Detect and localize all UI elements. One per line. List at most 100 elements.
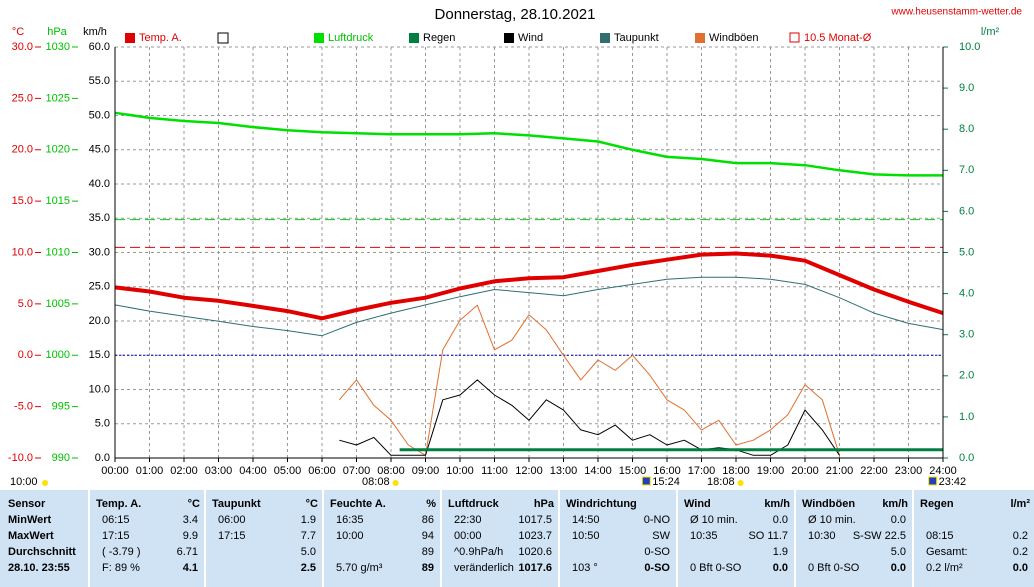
cell-value: 2.5 xyxy=(300,562,316,574)
sun-marker xyxy=(392,480,399,486)
y-tick-label: 10.0 xyxy=(89,383,110,395)
y-tick-label: 25.0 xyxy=(89,281,110,293)
cell-text: 00:00 xyxy=(454,530,482,542)
x-tick-label: 24:00 xyxy=(929,465,957,477)
cell-text: 10:00 xyxy=(336,530,364,542)
cell-value: 0.0 xyxy=(890,562,906,574)
cell-text: 103 ° xyxy=(572,562,598,574)
y2-tick-label: 6.0 xyxy=(959,205,974,217)
y-tick-label: 20.0 xyxy=(12,144,33,156)
legend-swatch xyxy=(504,33,514,43)
y-tick-label: 1000 xyxy=(46,349,70,361)
y-tick-label: 995 xyxy=(52,401,70,413)
sun-marker xyxy=(737,480,744,486)
series-line xyxy=(114,111,943,177)
cell-value: 0.0 xyxy=(772,562,788,574)
y2-tick-label: 0.0 xyxy=(959,452,974,464)
cell-value: SO 11.7 xyxy=(748,530,788,542)
series-line xyxy=(114,276,944,337)
cell-value: 5.0 xyxy=(300,546,316,558)
column-header: °C xyxy=(187,498,200,510)
cell-value: 89 xyxy=(421,546,434,558)
marker-label: 15:24 xyxy=(652,476,680,488)
table-column: Windböen km/h Ø 10 min. 0.0 10:30 S-SW 22.5 5.… xyxy=(794,490,914,587)
legend-swatch xyxy=(125,33,135,43)
cell-value: 5.0 xyxy=(890,546,906,558)
cell-text: 08:15 xyxy=(926,530,954,542)
y-tick-label: 30.0 xyxy=(89,246,110,258)
x-tick-label: 05:00 xyxy=(274,465,302,477)
cell-value: 1020.6 xyxy=(518,546,552,558)
table-column: Wind km/h Ø 10 min. 0.0 10:35 SO 11.7 1.9 0 Bft… xyxy=(676,490,796,587)
x-tick-label: 09:00 xyxy=(412,465,440,477)
x-tick-label: 13:00 xyxy=(550,465,578,477)
table-column: Feuchte A.% 16:35 86 10:00 94 89 5.70 g/m³ 89 xyxy=(322,490,442,587)
y2-tick-label: 2.0 xyxy=(959,370,974,382)
table-column: Luftdruck hPa 22:30 1017.5 00:00 1023.7 ^0.9hP… xyxy=(440,490,560,587)
legend-swatch xyxy=(409,33,419,43)
y-tick-label: 60.0 xyxy=(89,41,110,53)
y2-tick-label: 5.0 xyxy=(959,246,974,258)
moon-marker xyxy=(641,476,651,486)
cell-text: 06:15 xyxy=(102,514,130,526)
series-line xyxy=(338,304,840,456)
y-tick-label: 50.0 xyxy=(89,109,110,121)
cell-text: ( -3.79 ) xyxy=(102,546,141,558)
cell-text: 10:30 xyxy=(808,530,836,542)
x-tick-label: 02:00 xyxy=(170,465,198,477)
y-tick-label: 15.0 xyxy=(89,349,110,361)
x-tick-label: 01:00 xyxy=(136,465,164,477)
column-header: Luftdruck xyxy=(448,498,499,510)
legend-empty-box xyxy=(217,32,229,44)
column-header: l/m² xyxy=(1010,498,1030,510)
source: www.heusenstamm-wetter.de xyxy=(890,7,1022,18)
x-tick-label: 14:00 xyxy=(584,465,612,477)
marker-label: 08:08 xyxy=(362,476,390,488)
x-tick-label: 04:00 xyxy=(239,465,267,477)
column-header: Taupunkt xyxy=(212,498,261,510)
y-tick-label: 20.0 xyxy=(89,315,110,327)
sun-icon xyxy=(42,480,48,486)
column-header: km/h xyxy=(764,498,790,510)
cell-value: 3.4 xyxy=(182,514,198,526)
cell-text: 0 Bft 0-SO xyxy=(808,562,860,574)
cell-text: 06:00 xyxy=(218,514,246,526)
x-tick-label: 00:00 xyxy=(101,465,129,477)
y-tick-label: 45.0 xyxy=(89,144,110,156)
y-tick-label: 0.0 xyxy=(95,452,110,464)
y-tick-label: 5.0 xyxy=(95,418,110,430)
legend-swatch xyxy=(789,32,800,43)
y-tick-label: 1025 xyxy=(46,92,70,104)
cell-text: 0 Bft 0-SO xyxy=(690,562,742,574)
y2-tick-label: 10.0 xyxy=(959,41,980,53)
y-tick-label: -5.0 xyxy=(14,401,33,413)
series-line xyxy=(339,379,840,456)
y-tick-label: 990 xyxy=(52,452,70,464)
legend-swatch xyxy=(314,33,324,43)
x-tick-label: 21:00 xyxy=(826,465,854,477)
cell-value: 0.2 xyxy=(1012,530,1028,542)
legend-label: Regen xyxy=(423,32,455,44)
cell-text: 5.70 g/m³ xyxy=(336,562,383,574)
legend-label: Wind xyxy=(518,32,543,44)
cell-text: 17:15 xyxy=(102,530,130,542)
row-label: Sensor xyxy=(8,498,46,510)
column-header: % xyxy=(426,498,436,510)
legend-label: Windböen xyxy=(709,32,759,44)
cell-value: S-SW 22.5 xyxy=(852,530,906,542)
y2-tick-label: 4.0 xyxy=(959,288,974,300)
y-axis-label: °C xyxy=(12,26,24,38)
column-header: Windböen xyxy=(802,498,856,510)
marker-label: 18:08 xyxy=(707,476,735,488)
cell-value: 86 xyxy=(421,514,434,526)
cell-value: 1.9 xyxy=(300,514,316,526)
y-tick-label: 5.0 xyxy=(18,298,33,310)
y-axis-label: hPa xyxy=(47,26,67,38)
x-tick-label: 22:00 xyxy=(860,465,888,477)
y2-axis-label: l/m² xyxy=(981,26,1000,38)
cell-text: F: 89 % xyxy=(102,562,140,574)
cell-value: 0-SO xyxy=(644,562,670,574)
day-length: 10:00 xyxy=(10,476,38,488)
x-tick-label: 18:00 xyxy=(722,465,750,477)
legend-label: Taupunkt xyxy=(614,32,659,44)
